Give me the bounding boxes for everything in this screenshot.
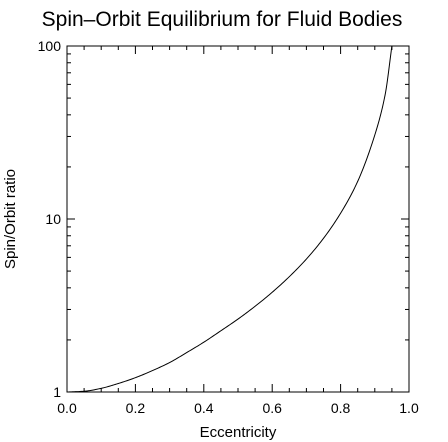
x-tick-label: 0.4 — [194, 400, 214, 416]
plot-area-frame — [66, 45, 410, 393]
x-tick-label: 0.6 — [262, 400, 282, 416]
x-tick-label: 0.8 — [331, 400, 351, 416]
y-axis-label: Spin/Orbit ratio — [2, 169, 19, 269]
y-axis-tick-labels: 1 10 100 — [38, 38, 62, 400]
y-tick-label: 1 — [53, 384, 61, 400]
x-axis-ticks — [66, 46, 410, 392]
x-axis-label: Eccentricity — [200, 424, 277, 441]
chart-title: Spin–Orbit Equilibrium for Fluid Bodies — [42, 8, 403, 31]
series-line — [66, 45, 393, 393]
x-tick-label: 0.0 — [57, 400, 77, 416]
y-axis-ticks — [67, 45, 409, 393]
x-tick-label: 1.0 — [399, 400, 419, 416]
x-axis-tick-labels: 0.0 0.2 0.4 0.6 0.8 1.0 — [57, 400, 419, 416]
y-tick-label: 10 — [45, 211, 61, 227]
y-tick-label: 100 — [38, 38, 62, 54]
x-tick-label: 0.2 — [126, 400, 146, 416]
